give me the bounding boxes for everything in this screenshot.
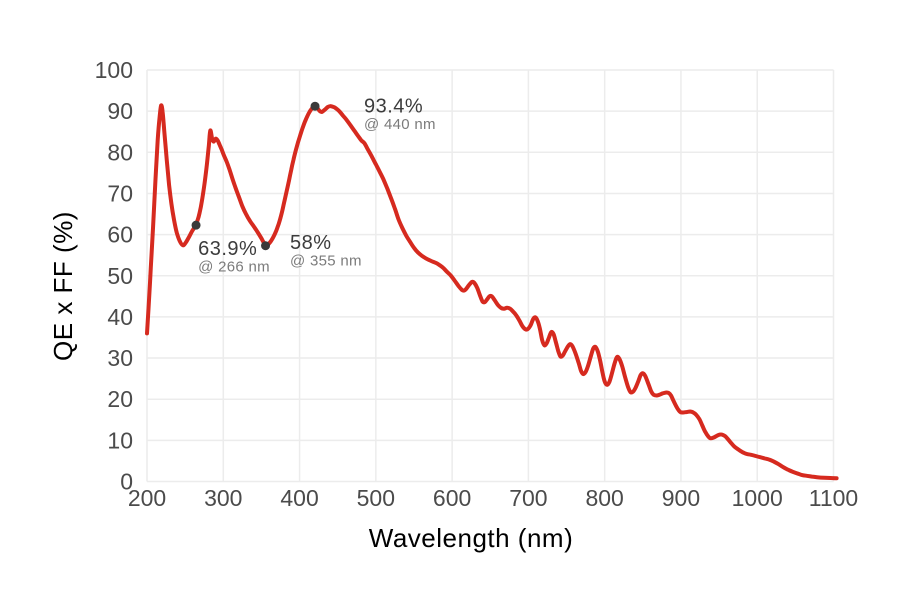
x-tick-label: 600 <box>433 485 471 511</box>
annotation-wavelength-label: @ 355 nm <box>290 253 362 270</box>
y-tick-label: 20 <box>107 386 133 412</box>
y-tick-label: 90 <box>107 98 133 124</box>
annotation-1: 63.9%@ 266 nm <box>198 238 270 275</box>
annotation-dot <box>261 241 271 251</box>
annotation-value-label: 58% <box>290 232 332 254</box>
x-tick-label: 500 <box>357 485 395 511</box>
annotation-wavelength-label: @ 440 nm <box>364 116 436 133</box>
y-tick-label: 30 <box>107 345 133 371</box>
y-tick-label: 100 <box>95 57 133 83</box>
y-axis-tick-labels: 0 10 20 30 40 50 60 70 80 90 100 <box>95 57 133 495</box>
x-axis-tick-labels: 200 300 400 500 600 700 800 900 1000 1100 <box>128 485 858 511</box>
x-tick-label: 1100 <box>809 485 858 511</box>
annotation-3: 93.4%@ 440 nm <box>364 95 436 133</box>
x-tick-label: 700 <box>509 485 547 511</box>
x-tick-label: 1000 <box>732 485 783 511</box>
y-tick-label: 50 <box>107 263 133 289</box>
annotation-dot <box>310 101 320 111</box>
y-tick-label: 60 <box>107 222 133 248</box>
gridlines <box>146 69 835 483</box>
annotation-value-label: 93.4% <box>364 95 423 117</box>
annotation-dot <box>191 220 201 230</box>
annotation-2: 58%@ 355 nm <box>290 232 362 270</box>
y-tick-label: 10 <box>107 427 133 453</box>
x-axis-title: Wavelength (nm) <box>369 523 574 553</box>
x-tick-label: 300 <box>204 485 242 511</box>
annotation-value-label: 63.9% <box>198 238 257 260</box>
x-tick-label: 800 <box>585 485 623 511</box>
x-tick-label: 200 <box>128 485 166 511</box>
annotation-labels: 63.9%@ 266 nm 58%@ 355 nm 93.4%@ 440 nm <box>198 95 436 275</box>
x-tick-label: 900 <box>662 485 700 511</box>
y-tick-label: 40 <box>107 304 133 330</box>
y-axis-title: QE x FF (%) <box>48 211 78 361</box>
y-tick-label: 70 <box>107 180 133 206</box>
qe-ff-curve <box>145 103 839 481</box>
y-tick-label: 80 <box>107 139 133 165</box>
highlight-point-markers <box>191 101 320 251</box>
y-tick-label: 0 <box>120 469 133 495</box>
x-tick-label: 400 <box>280 485 318 511</box>
annotation-wavelength-label: @ 266 nm <box>198 259 270 276</box>
